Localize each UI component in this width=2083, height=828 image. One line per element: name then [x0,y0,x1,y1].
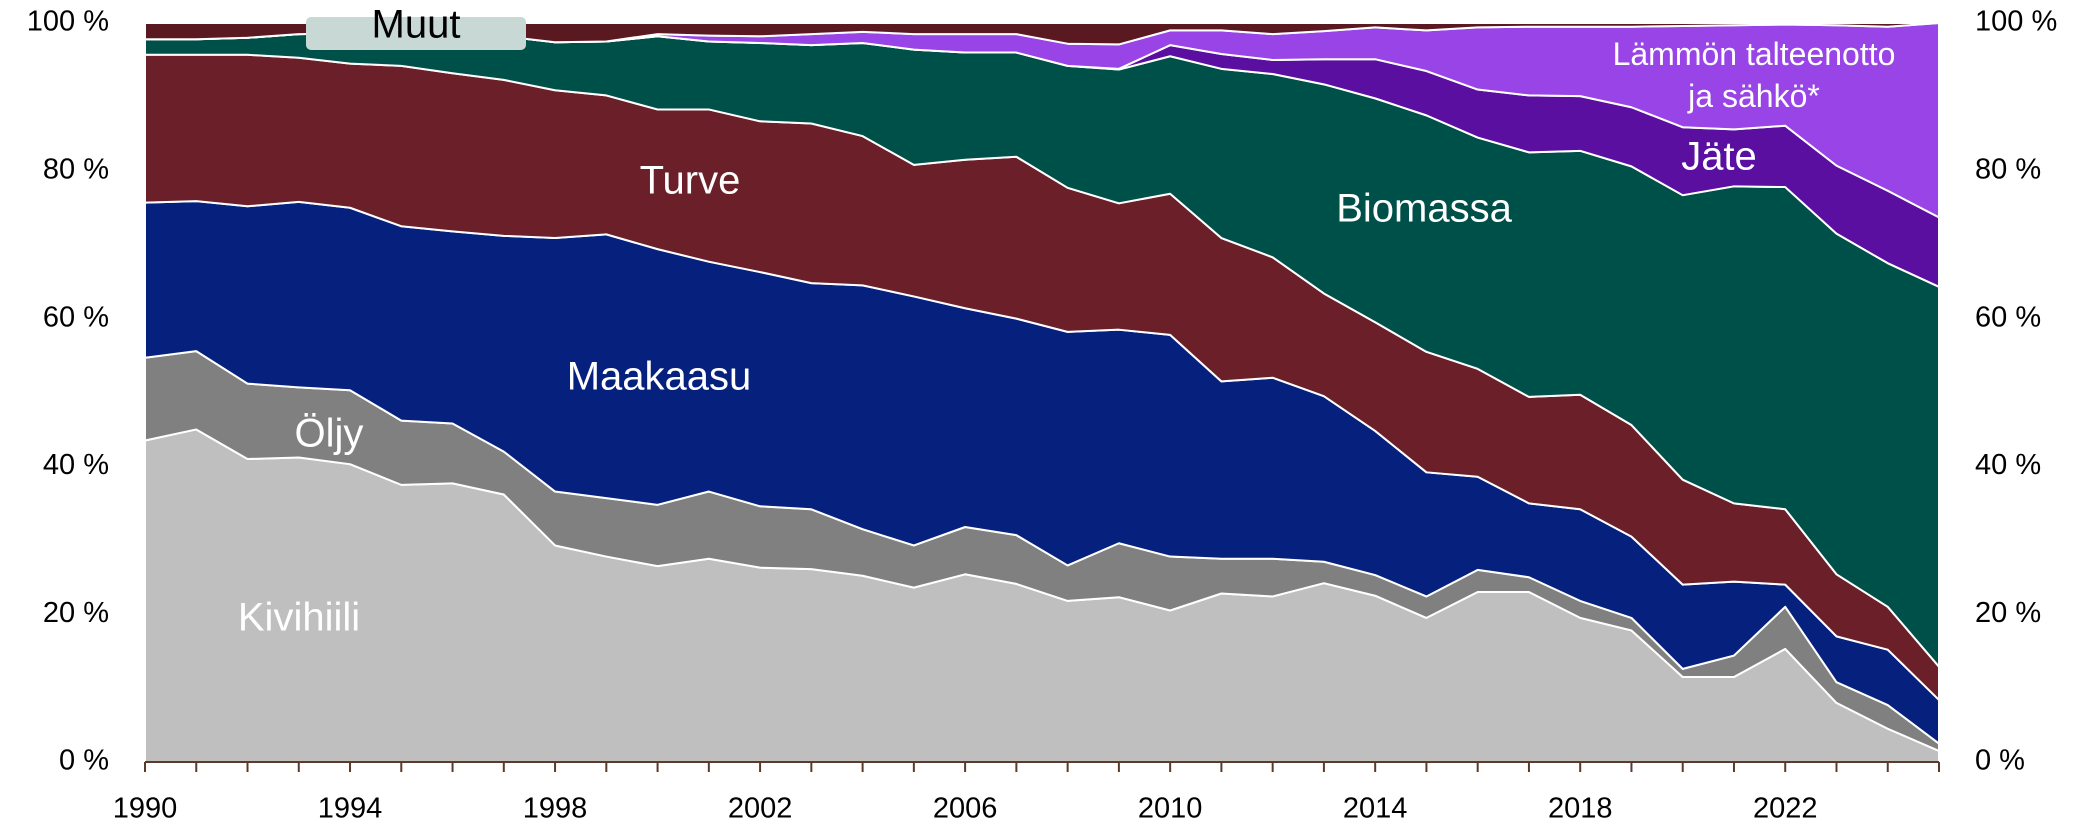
series-label: Kivihiili [238,596,360,640]
x-tick-label: 2022 [1753,793,1818,825]
y2-tick-label: 40 % [1975,449,2041,481]
x-tick-label: 2018 [1548,793,1613,825]
x-tick-label: 2010 [1138,793,1203,825]
x-tick-label: 2006 [933,793,998,825]
x-tick-label: 1998 [523,793,588,825]
y2-tick-label: 20 % [1975,597,2041,629]
y-tick-label: 20 % [43,597,109,629]
series-label: Lämmön talteenotto ja sähkö* [1612,36,1896,114]
x-tick-label: 1994 [318,793,383,825]
y-tick-label: 100 % [27,6,109,38]
label-box [306,17,526,50]
y2-tick-label: 80 % [1975,153,2041,185]
x-tick-label: 2014 [1343,793,1408,825]
series-label: Muut [372,3,461,47]
x-tick-label: 1990 [113,793,178,825]
x-tick-label: 2002 [728,793,793,825]
y-tick-label: 0 % [59,745,109,777]
series-label: Öljy [295,412,364,456]
series-label: Maakaasu [567,355,752,399]
series-label: Jäte [1681,135,1757,179]
y2-tick-label: 60 % [1975,301,2041,333]
series-label: Biomassa [1336,187,1512,231]
series-label: Turve [640,159,741,203]
area [144,22,1940,46]
y-tick-label: 80 % [43,153,109,185]
y-tick-label: 60 % [43,301,109,333]
y2-tick-label: 100 % [1975,6,2057,38]
y-tick-label: 40 % [43,449,109,481]
y2-tick-label: 0 % [1975,745,2025,777]
